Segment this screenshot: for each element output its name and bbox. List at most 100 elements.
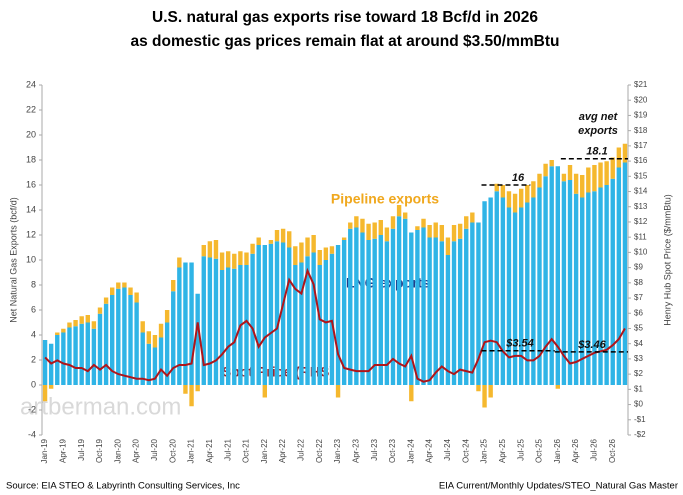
- y-tick-label: 22: [26, 104, 36, 114]
- bar: [91, 328, 97, 385]
- bar: [439, 241, 445, 385]
- x-tick-label: Jul-26: [590, 438, 599, 460]
- bar: [415, 230, 420, 385]
- bar: [482, 385, 487, 408]
- bar: [537, 187, 542, 385]
- x-tick-label: Jul-24: [443, 438, 452, 460]
- bar: [201, 245, 206, 257]
- bar: [616, 147, 622, 168]
- bar: [598, 162, 603, 188]
- bar: [256, 245, 261, 385]
- bar: [42, 385, 48, 402]
- x-tick-label: Oct-22: [315, 438, 324, 463]
- bar: [433, 222, 438, 238]
- bar: [177, 257, 182, 268]
- y2-tick-label: $16: [634, 156, 648, 165]
- bar: [164, 310, 170, 323]
- x-tick-label: Oct-24: [461, 438, 470, 463]
- x-tick-label: Apr-20: [132, 438, 141, 463]
- bar: [622, 143, 628, 163]
- bar: [403, 212, 408, 219]
- bar: [293, 265, 298, 385]
- bar: [494, 183, 499, 192]
- bar: [213, 240, 219, 259]
- bar: [409, 385, 414, 402]
- x-tick-label: Apr-21: [205, 438, 214, 463]
- y-tick-label: 8: [31, 279, 36, 289]
- bar: [122, 287, 127, 385]
- bar: [586, 192, 591, 385]
- bar: [598, 187, 603, 385]
- bar: [91, 321, 97, 329]
- bar: [287, 247, 292, 385]
- bar: [335, 245, 341, 385]
- bar: [610, 157, 615, 179]
- bar: [488, 385, 493, 398]
- bar: [341, 240, 347, 385]
- bar: [580, 197, 585, 385]
- bar: [171, 291, 176, 385]
- bar: [183, 262, 188, 385]
- bar: [329, 253, 335, 385]
- bar: [140, 332, 145, 385]
- y2-tick-label: $14: [634, 187, 648, 196]
- bar: [360, 232, 365, 385]
- bar: [476, 222, 481, 385]
- bar: [244, 265, 249, 385]
- y2-tick-label: $17: [634, 141, 648, 150]
- bar: [158, 337, 164, 385]
- bar: [280, 228, 286, 243]
- bar: [555, 166, 560, 385]
- bar: [85, 315, 90, 323]
- bar: [116, 288, 121, 385]
- bar: [396, 216, 402, 385]
- chart-title: U.S. natural gas exports rise toward 18 …: [152, 9, 538, 26]
- bar: [97, 307, 103, 314]
- bar: [299, 242, 304, 263]
- bar: [586, 167, 591, 193]
- bar: [573, 173, 579, 194]
- bar: [134, 292, 139, 303]
- bar: [97, 313, 103, 385]
- bar: [354, 227, 359, 385]
- bar: [256, 237, 261, 245]
- bar: [177, 267, 182, 385]
- bar: [537, 173, 542, 188]
- bar: [433, 237, 438, 385]
- source: Source: EIA STEO & Labyrinth Consulting …: [6, 481, 240, 492]
- y2-tick-label: $7: [634, 293, 643, 302]
- bar: [262, 385, 267, 398]
- y2-tick-label: $12: [634, 217, 648, 226]
- bar: [384, 227, 390, 242]
- bar: [61, 328, 66, 333]
- bar: [189, 385, 194, 407]
- x-tick-label: Jan-20: [113, 438, 122, 463]
- bar: [543, 163, 548, 177]
- bar: [122, 282, 127, 288]
- bar: [134, 302, 139, 385]
- bar: [55, 332, 60, 335]
- x-tick-label: Jul-25: [516, 438, 525, 460]
- bar: [85, 322, 90, 385]
- annotation: exports: [578, 125, 618, 137]
- x-tick-label: Jan-19: [40, 438, 49, 463]
- bar: [213, 258, 219, 385]
- reference-label: $3.54: [505, 338, 534, 350]
- bar: [445, 237, 451, 255]
- bar: [341, 237, 347, 240]
- y2-tick-label: $5: [634, 324, 643, 333]
- x-tick-label: Apr-25: [498, 438, 507, 463]
- bar: [378, 220, 383, 235]
- bar: [494, 191, 499, 385]
- x-tick-label: Oct-23: [388, 438, 397, 463]
- y2-tick-label: $6: [634, 308, 643, 317]
- bar: [573, 193, 579, 385]
- bar: [610, 178, 615, 385]
- bar: [274, 241, 280, 385]
- y2-tick-label: $11: [634, 232, 647, 241]
- x-tick-label: Jul-21: [223, 438, 232, 460]
- bar: [464, 216, 469, 229]
- x-tick-label: Jan-25: [480, 438, 489, 463]
- reference-label: 18.1: [586, 146, 607, 158]
- x-tick-label: Oct-25: [535, 438, 544, 463]
